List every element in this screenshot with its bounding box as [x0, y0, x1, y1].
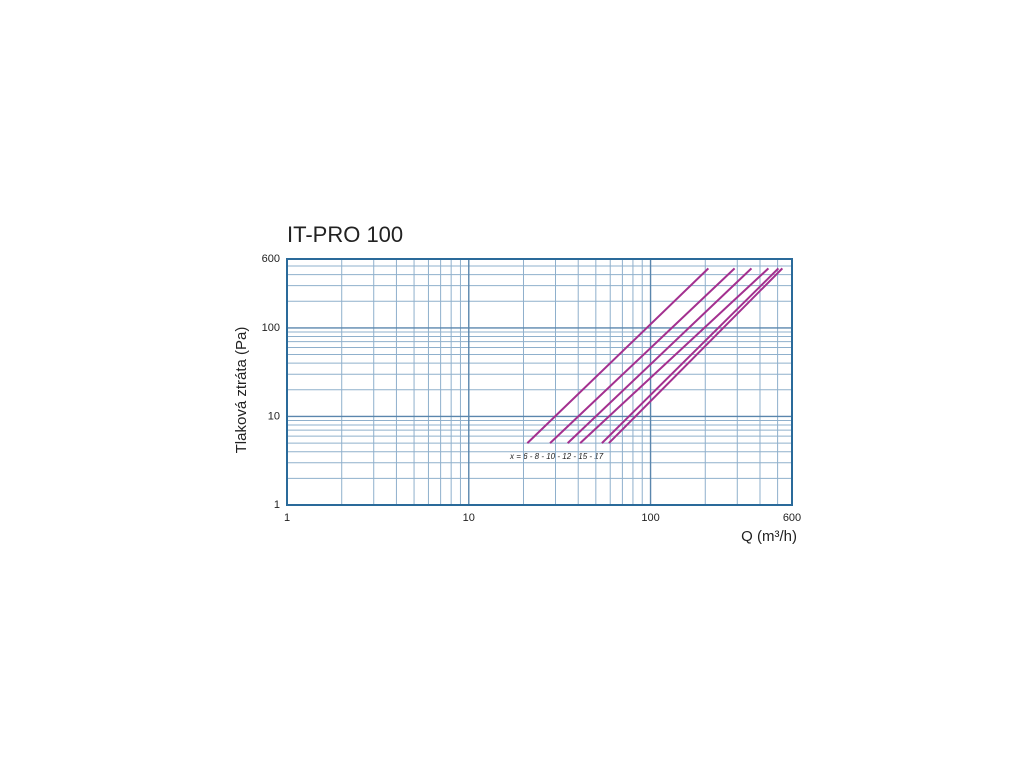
series-line: [608, 267, 784, 444]
x-tick-label: 10: [463, 512, 475, 524]
plot-frame: [286, 258, 793, 506]
y-axis-label: Tlaková ztráta (Pa): [233, 327, 250, 454]
chart-title: IT-PRO 100: [287, 222, 403, 247]
series-line: [579, 267, 770, 444]
series-line: [601, 267, 780, 444]
annotation: x = 6 - 8 - 10 - 12 - 15 - 17: [509, 452, 604, 461]
series-line: [549, 267, 736, 444]
x-tick-label: 100: [641, 512, 659, 524]
series-line: [526, 267, 710, 444]
x-axis-label: Q (m³/h): [741, 528, 797, 545]
y-tick-label: 600: [262, 253, 280, 265]
y-tick-label: 1: [274, 499, 280, 511]
series-line: [566, 267, 753, 444]
y-tick-label: 100: [262, 322, 280, 334]
x-tick-label: 1: [284, 512, 290, 524]
y-tick-label: 10: [268, 410, 280, 422]
x-tick-label: 600: [783, 512, 801, 524]
